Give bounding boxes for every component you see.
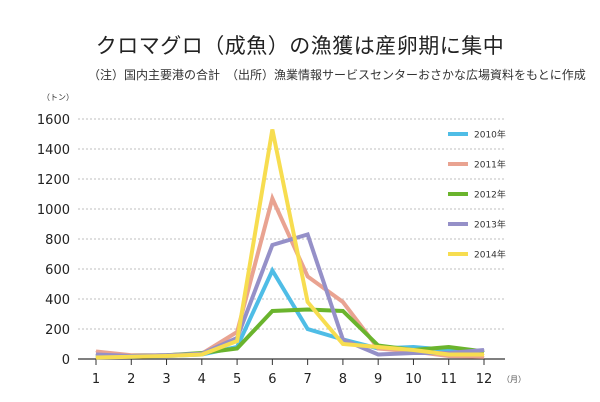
data-point — [201, 354, 203, 355]
data-point — [448, 354, 450, 355]
x-tick-label: 5 — [233, 372, 241, 387]
data-point — [483, 354, 485, 355]
data-point — [271, 129, 273, 130]
y-tick-label: 800 — [45, 233, 70, 248]
legend-label: 2014年 — [474, 249, 506, 261]
data-point — [271, 244, 273, 246]
x-tick-label: 7 — [303, 372, 311, 387]
series-line-2012 — [96, 307, 485, 358]
x-tick-label: 11 — [440, 372, 457, 387]
data-point — [271, 270, 273, 271]
y-tick-label: 600 — [45, 263, 70, 278]
data-point — [95, 357, 97, 358]
data-point — [412, 352, 414, 354]
x-tick-label: 4 — [198, 372, 206, 387]
x-tick-label: 2 — [127, 372, 135, 387]
y-axis-label: （トン） — [42, 93, 74, 102]
data-point — [448, 346, 450, 348]
data-point — [342, 343, 344, 345]
data-point — [412, 346, 414, 348]
data-point — [377, 354, 379, 355]
x-tick-label: 10 — [405, 372, 422, 387]
x-tick-label: 3 — [162, 372, 170, 387]
data-point — [130, 356, 132, 358]
data-point — [307, 301, 309, 303]
data-point — [412, 349, 414, 351]
data-point — [448, 349, 450, 351]
data-point — [271, 310, 273, 312]
data-point — [236, 340, 238, 342]
y-tick-label: 200 — [45, 323, 70, 338]
data-point — [342, 301, 344, 303]
x-tick-label: 6 — [268, 372, 276, 387]
y-tick-label: 1000 — [37, 203, 70, 218]
series-line-2014 — [95, 129, 484, 360]
data-point — [307, 328, 309, 330]
legend-label: 2011年 — [474, 159, 506, 171]
data-point — [342, 339, 344, 340]
x-tick-label: 12 — [476, 372, 493, 387]
data-point — [377, 346, 379, 348]
series-line-2013 — [95, 232, 485, 359]
legend-label: 2013年 — [474, 219, 506, 231]
data-point — [307, 309, 309, 310]
chart-note: （注）国内主要港の合計 — [88, 68, 221, 82]
chart-source: （出所）漁業情報サービスセンターおさかな広場資料をもとに作成 — [226, 68, 586, 82]
legend-label: 2012年 — [474, 189, 506, 201]
series-line-2010 — [95, 266, 485, 359]
x-axis-label: （月） — [502, 375, 526, 384]
data-point — [307, 234, 309, 235]
data-point — [271, 198, 273, 199]
y-tick-label: 1400 — [37, 143, 70, 158]
legend-label: 2010年 — [474, 129, 506, 141]
data-point — [236, 348, 238, 349]
y-tick-label: 0 — [62, 353, 70, 368]
chart-title: クロマグロ（成魚）の漁獲は産卵期に集中 — [95, 34, 505, 58]
data-point — [95, 354, 97, 355]
data-point — [95, 351, 97, 352]
x-tick-label: 8 — [339, 372, 347, 387]
data-point — [307, 276, 309, 277]
x-tick-label: 9 — [374, 372, 382, 387]
y-tick-label: 1600 — [37, 113, 70, 128]
y-tick-label: 400 — [45, 293, 70, 308]
y-tick-label: 1200 — [37, 173, 70, 188]
data-point — [166, 355, 168, 357]
data-point — [483, 349, 485, 351]
data-point — [342, 310, 344, 312]
x-tick-label: 1 — [92, 372, 100, 387]
